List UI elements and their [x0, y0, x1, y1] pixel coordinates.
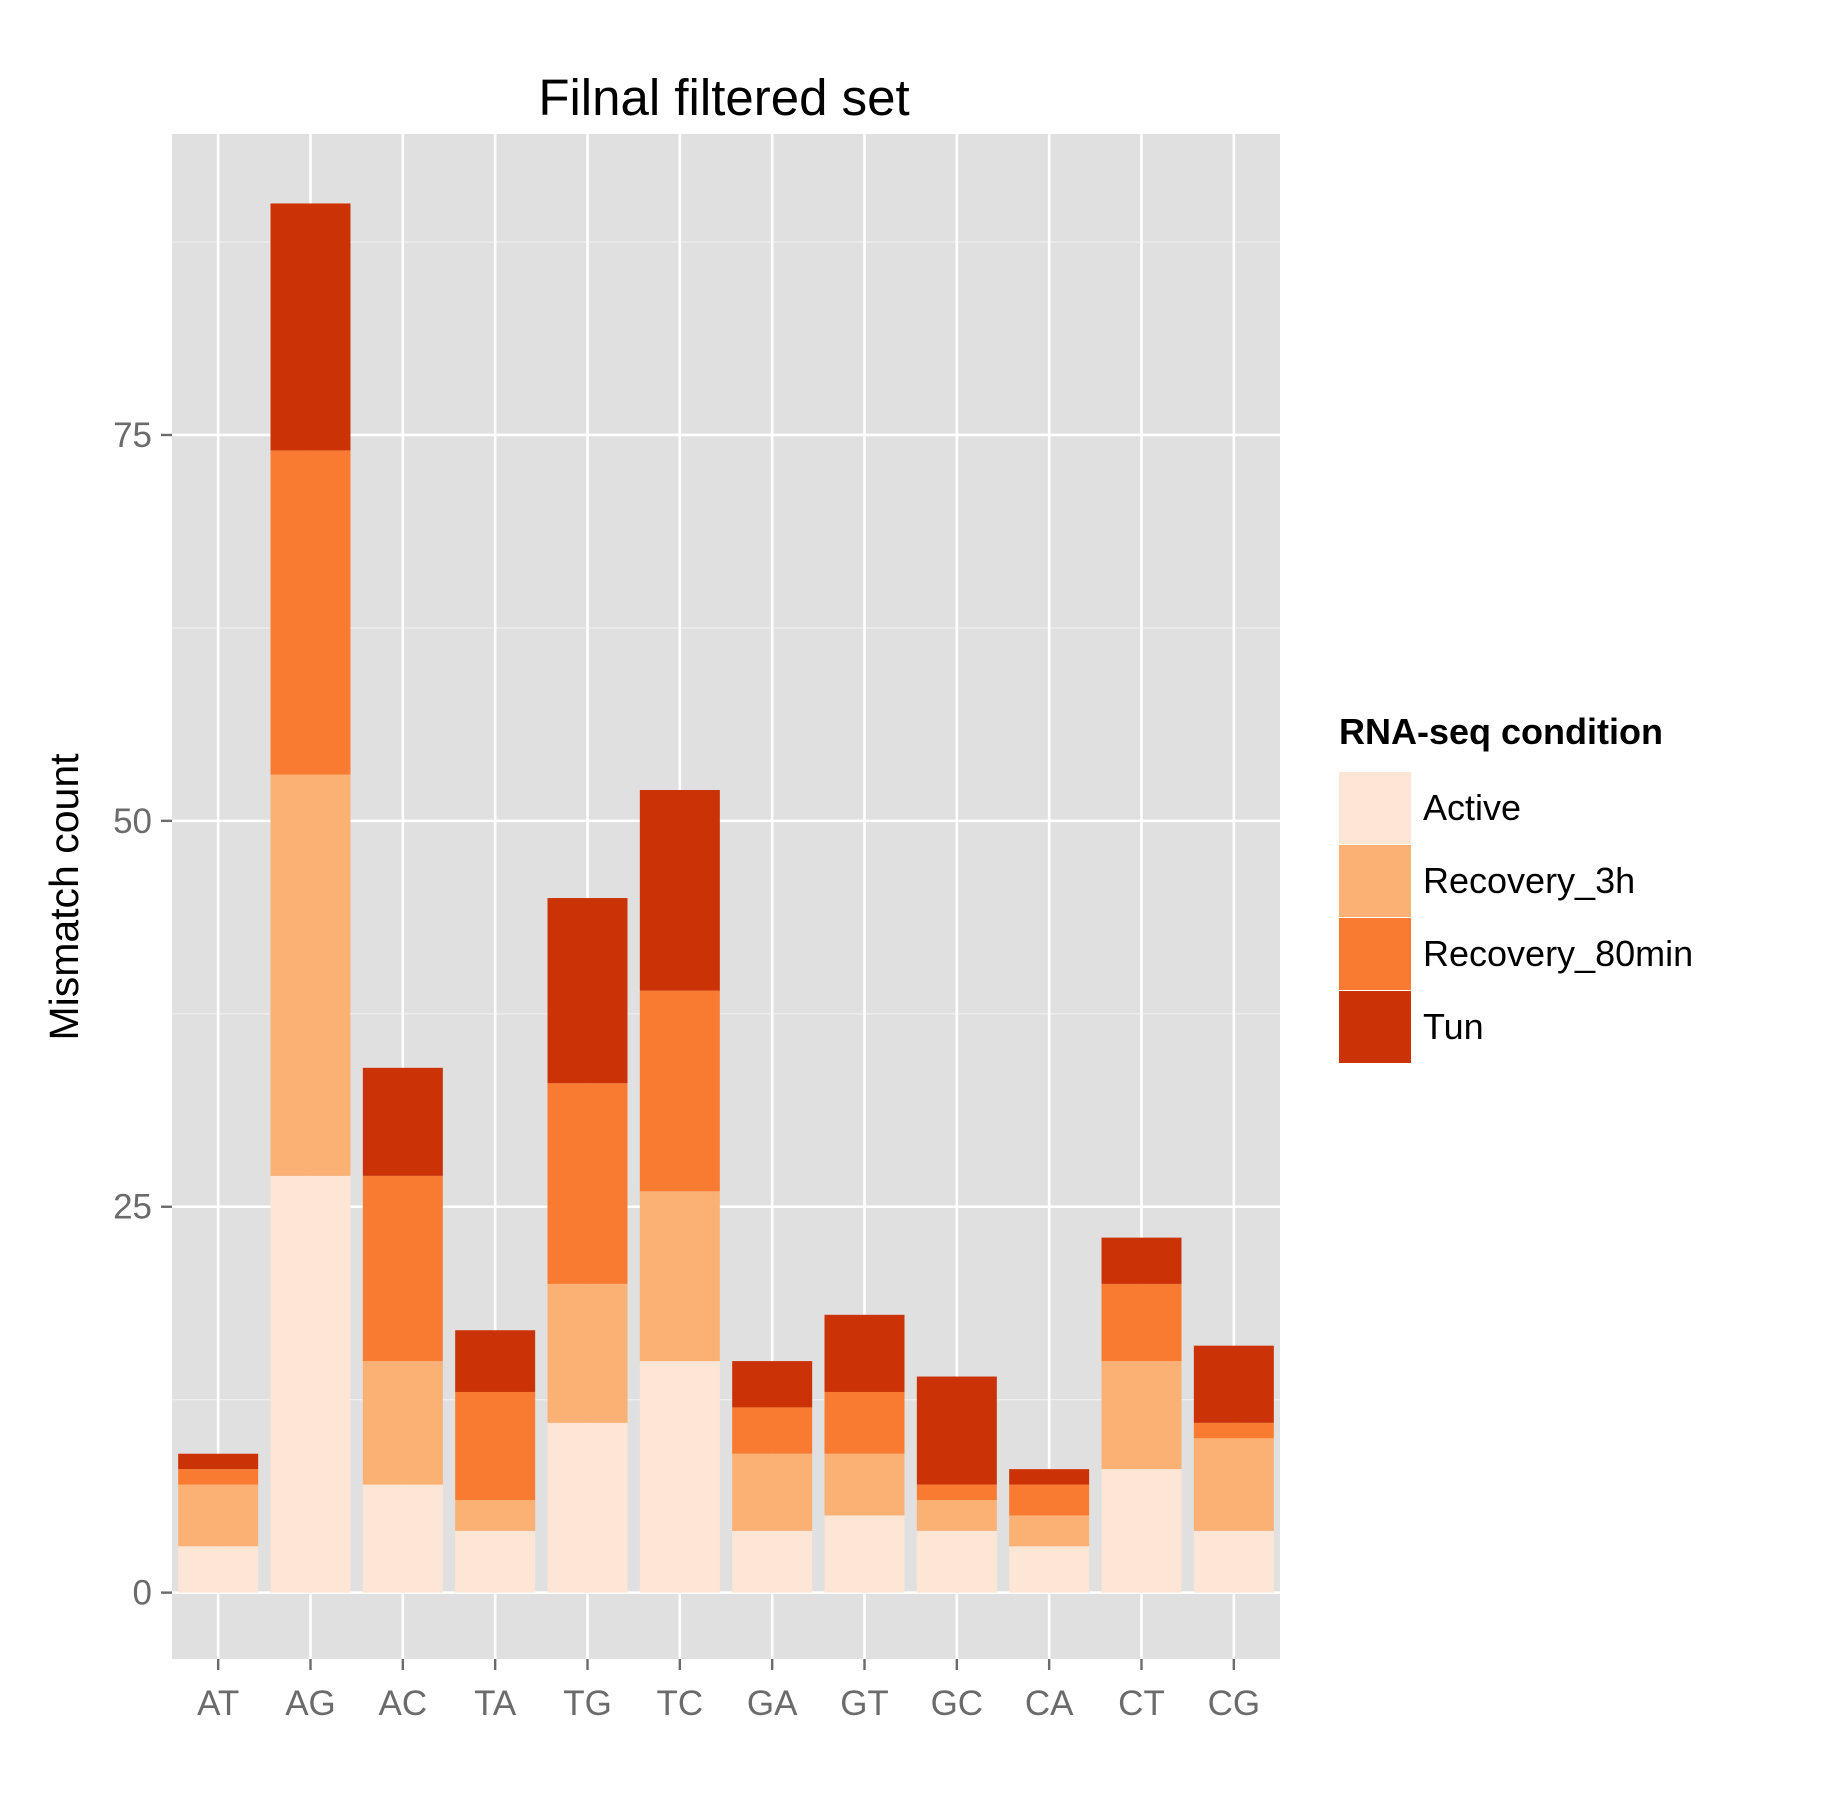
bar-segment-ag-tun: [270, 203, 351, 451]
bar-segment-ga-active: [732, 1530, 813, 1593]
legend-label-tun: Tun: [1423, 1006, 1484, 1047]
legend-swatch-recovery-3h: [1339, 845, 1411, 917]
bar-segment-gc-recovery-80min: [916, 1484, 997, 1501]
bar-segment-tc-tun: [639, 789, 720, 991]
x-tick-label: CG: [1208, 1684, 1261, 1723]
bar-segment-ca-recovery-80min: [1009, 1484, 1090, 1516]
x-tick-label: TG: [563, 1684, 612, 1723]
bar-segment-gt-recovery-80min: [824, 1391, 905, 1454]
plot-panel: [172, 134, 1280, 1659]
bar-segment-ga-recovery-3h: [732, 1453, 813, 1531]
x-tick-label: TA: [474, 1684, 517, 1723]
bar-segment-ac-tun: [362, 1067, 443, 1176]
bar-segment-tc-active: [639, 1361, 720, 1593]
bar-segment-ca-tun: [1009, 1469, 1090, 1485]
y-tick-label: 25: [113, 1188, 152, 1227]
x-tick-label: AG: [285, 1684, 336, 1723]
legend-swatch-recovery-80min: [1339, 918, 1411, 990]
bar-segment-at-recovery-80min: [178, 1469, 259, 1485]
bar-segment-ga-tun: [732, 1361, 813, 1408]
bar-segment-gc-recovery-3h: [916, 1500, 997, 1531]
bar-segment-ga-recovery-80min: [732, 1407, 813, 1454]
bar-segment-cg-active: [1193, 1530, 1274, 1593]
legend-swatch-tun: [1339, 991, 1411, 1063]
bar-segment-gt-tun: [824, 1314, 905, 1392]
chart-title: Filnal filtered set: [538, 69, 909, 126]
legend-title: RNA-seq condition: [1339, 711, 1663, 752]
y-axis-title: Mismatch count: [41, 753, 87, 1041]
bar-segment-tg-recovery-80min: [547, 1083, 628, 1284]
bar-segment-ct-recovery-80min: [1101, 1283, 1182, 1362]
bar-segment-ag-recovery-80min: [270, 450, 351, 775]
bar-segment-at-tun: [178, 1453, 259, 1470]
x-tick-label: CA: [1025, 1684, 1074, 1723]
bar-segment-ta-recovery-3h: [455, 1500, 536, 1531]
bar-segment-gt-active: [824, 1515, 905, 1593]
bar-segment-cg-recovery-80min: [1193, 1422, 1274, 1439]
x-tick-label: GT: [840, 1684, 889, 1723]
x-tick-label: GA: [747, 1684, 798, 1723]
bar-segment-ac-recovery-3h: [362, 1361, 443, 1485]
bar-segment-ct-tun: [1101, 1237, 1182, 1284]
x-tick-label: AC: [379, 1684, 428, 1723]
bar-segment-ag-active: [270, 1175, 351, 1593]
legend-swatch-active: [1339, 772, 1411, 844]
bar-segment-tg-recovery-3h: [547, 1283, 628, 1423]
x-tick-label: GC: [931, 1684, 984, 1723]
legend-label-recovery-80min: Recovery_80min: [1423, 933, 1693, 974]
bar-segment-tg-tun: [547, 898, 628, 1084]
bar-segment-tc-recovery-80min: [639, 990, 720, 1192]
x-tick-label: CT: [1118, 1684, 1165, 1723]
legend-label-active: Active: [1423, 787, 1521, 828]
bar-segment-ac-recovery-80min: [362, 1175, 443, 1362]
legend: RNA-seq condition Active Recovery_3h Recove…: [1339, 711, 1693, 1063]
bar-segment-ac-active: [362, 1484, 443, 1593]
bar-segment-gt-recovery-3h: [824, 1453, 905, 1516]
x-tick-label: TC: [657, 1684, 704, 1723]
bar-segment-ca-active: [1009, 1546, 1090, 1593]
bar-segment-ca-recovery-3h: [1009, 1515, 1090, 1547]
bar-segment-at-active: [178, 1546, 259, 1593]
legend-label-recovery-3h: Recovery_3h: [1423, 860, 1635, 901]
y-tick-label: 50: [113, 802, 152, 841]
bar-segment-cg-tun: [1193, 1345, 1274, 1423]
bar-segment-ta-tun: [455, 1330, 536, 1392]
bar-segment-ct-recovery-3h: [1101, 1361, 1182, 1470]
bar-segment-gc-active: [916, 1530, 997, 1593]
y-tick-label: 75: [113, 416, 152, 455]
bar-segment-at-recovery-3h: [178, 1484, 259, 1547]
bar-segment-ag-recovery-3h: [270, 774, 351, 1176]
bar-segment-cg-recovery-3h: [1193, 1438, 1274, 1531]
bar-segment-gc-tun: [916, 1376, 997, 1485]
x-tick-label: AT: [197, 1684, 239, 1723]
bar-segment-tg-active: [547, 1422, 628, 1593]
bar-segment-ct-active: [1101, 1469, 1182, 1593]
bar-segment-tc-recovery-3h: [639, 1191, 720, 1362]
y-tick-label: 0: [133, 1574, 152, 1613]
bar-segment-ta-recovery-80min: [455, 1391, 536, 1501]
bar-segment-ta-active: [455, 1530, 536, 1593]
